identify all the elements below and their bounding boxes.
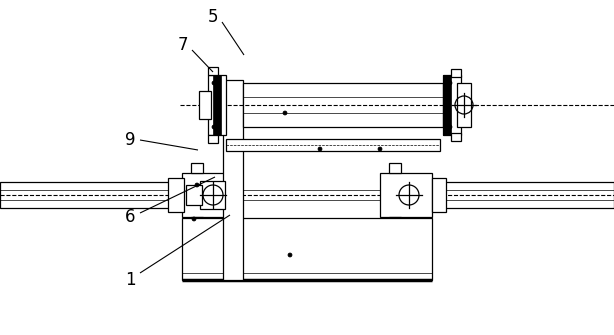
Bar: [208, 135, 218, 143]
Text: 9: 9: [125, 131, 135, 149]
Circle shape: [448, 125, 452, 129]
Text: 1: 1: [125, 271, 135, 289]
Bar: [213, 75, 221, 135]
Bar: [389, 163, 401, 173]
Bar: [432, 178, 446, 212]
Bar: [186, 185, 202, 205]
Bar: [208, 67, 218, 75]
Text: 6: 6: [125, 208, 135, 226]
Circle shape: [448, 81, 452, 85]
Bar: [226, 139, 440, 151]
Circle shape: [378, 147, 382, 151]
Bar: [200, 181, 225, 209]
Bar: [0, 182, 182, 208]
Bar: [380, 173, 432, 217]
Bar: [208, 75, 226, 135]
Circle shape: [212, 125, 216, 129]
Circle shape: [288, 253, 292, 257]
Text: 7: 7: [177, 36, 188, 54]
Bar: [457, 83, 471, 127]
Bar: [223, 80, 243, 280]
Circle shape: [192, 217, 196, 221]
Bar: [168, 178, 184, 212]
Bar: [191, 217, 203, 227]
Bar: [443, 75, 461, 135]
Circle shape: [318, 147, 322, 151]
Bar: [199, 91, 211, 119]
Bar: [191, 163, 203, 173]
Bar: [182, 173, 234, 217]
Bar: [440, 182, 614, 208]
Text: 5: 5: [208, 8, 218, 26]
Circle shape: [283, 111, 287, 115]
Bar: [243, 83, 443, 127]
Circle shape: [212, 81, 216, 85]
Bar: [451, 133, 461, 141]
Bar: [443, 75, 451, 135]
Bar: [451, 69, 461, 77]
Bar: [182, 218, 432, 280]
Circle shape: [195, 183, 199, 187]
Bar: [389, 217, 401, 227]
